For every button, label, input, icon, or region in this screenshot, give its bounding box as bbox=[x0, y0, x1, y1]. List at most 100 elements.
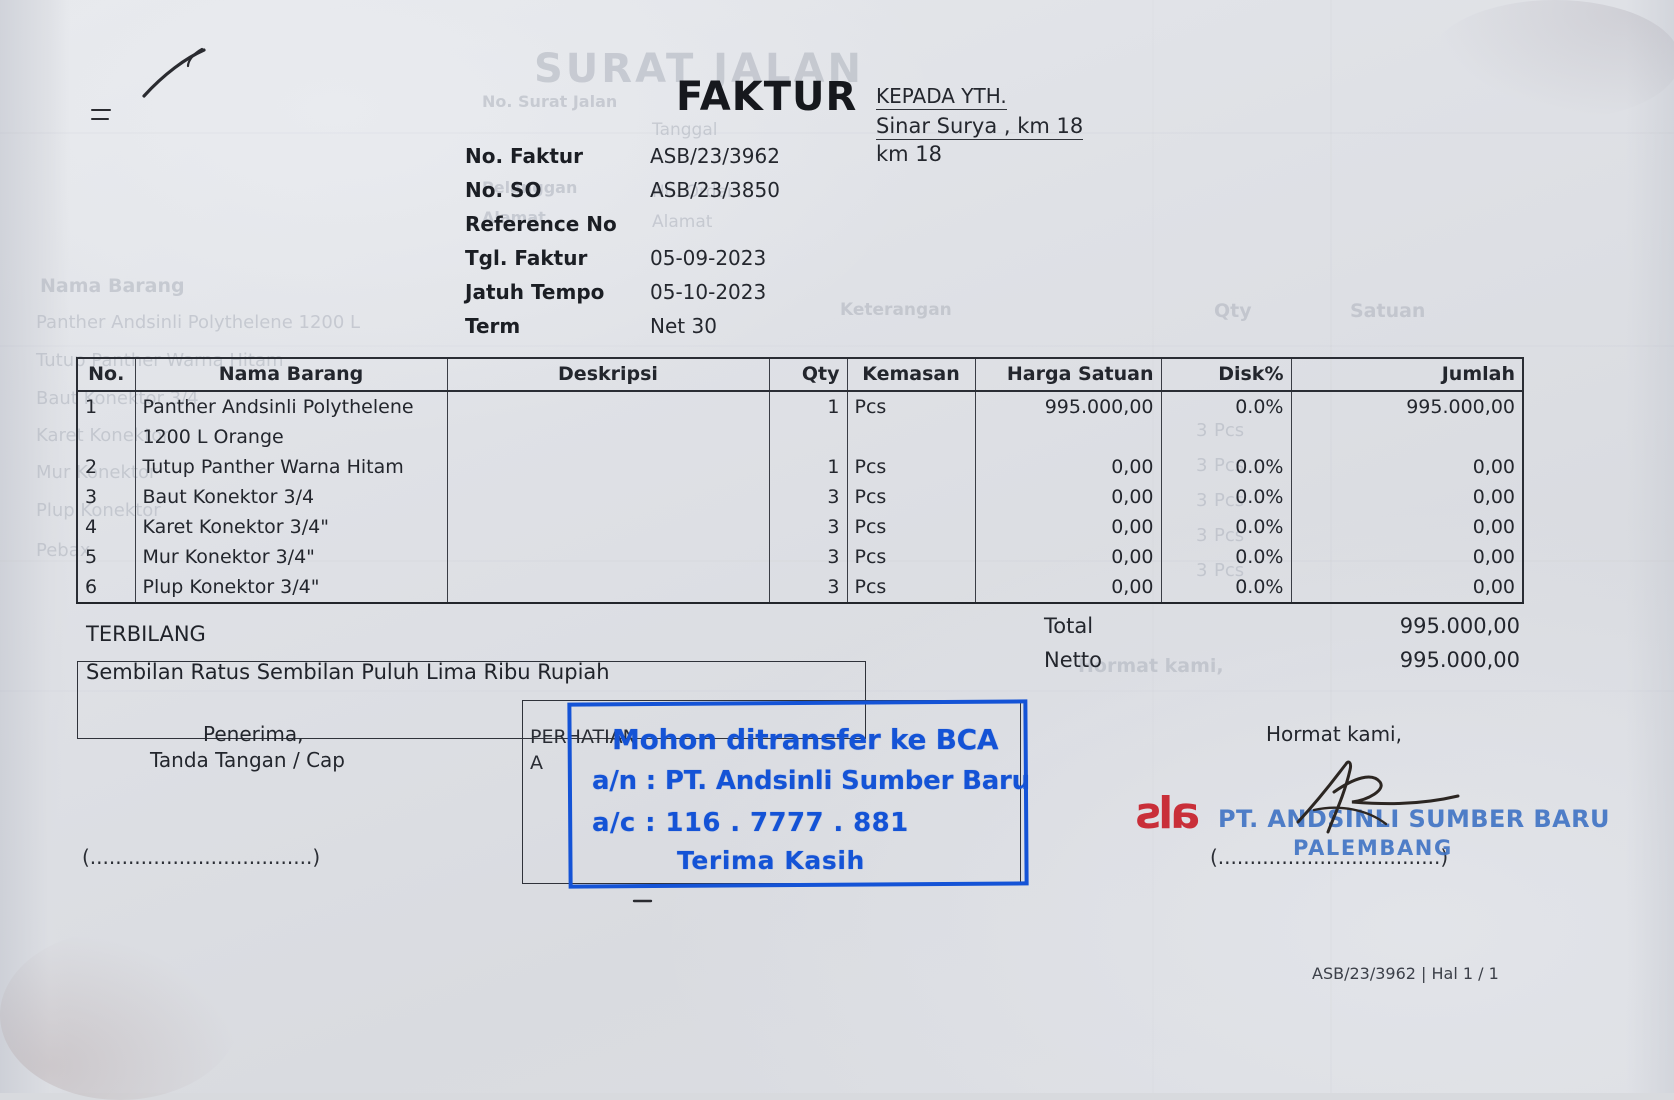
cell-qty: 1 bbox=[768, 391, 847, 422]
pen-mark-annotation bbox=[142, 47, 206, 98]
cell-deskripsi bbox=[446, 391, 769, 422]
cell-disk: 0.0% bbox=[1160, 542, 1291, 572]
cell-kemasan: Pcs bbox=[846, 391, 975, 422]
cell-jumlah: 0,00 bbox=[1290, 572, 1523, 603]
table-row: 5 Mur Konektor 3/4" 3 Pcs 0,00 0.0% 0,00 bbox=[77, 542, 1523, 572]
perhatian-text: A bbox=[530, 752, 543, 774]
meta-label-no-so: No. SO bbox=[465, 178, 542, 202]
recipient-name: Sinar Surya , km 18 bbox=[876, 114, 1084, 140]
cell-nama-barang: Panther Andsinli Polythelene bbox=[134, 391, 447, 422]
cell-qty: 3 bbox=[768, 512, 847, 542]
cell-kemasan: Pcs bbox=[846, 452, 975, 482]
table-row: 4 Karet Konektor 3/4" 3 Pcs 0,00 0.0% 0,… bbox=[77, 512, 1523, 542]
recipient-heading: KEPADA YTH. bbox=[876, 84, 1007, 110]
cell-no: 4 bbox=[85, 516, 98, 538]
cell-harga: 0,00 bbox=[974, 452, 1161, 482]
cell-empty bbox=[768, 422, 847, 452]
table-row: 2 Tutup Panther Warna Hitam 1 Pcs 0,00 0… bbox=[77, 452, 1523, 482]
cell-kemasan: Pcs bbox=[846, 512, 975, 542]
cell-no: 1 bbox=[85, 396, 98, 418]
netto-value: 995.000,00 bbox=[1399, 648, 1520, 672]
cell-kemasan: Pcs bbox=[846, 542, 975, 572]
table-row: 1 Panther Andsinli Polythelene 1 Pcs 995… bbox=[77, 391, 1523, 422]
cell-qty: 1 bbox=[768, 452, 847, 482]
cell-empty bbox=[1290, 422, 1523, 452]
cell-deskripsi bbox=[446, 572, 769, 603]
meta-value-no-so: ASB/23/3850 bbox=[650, 178, 780, 202]
hormat-kami-label: Hormat kami, bbox=[1266, 722, 1402, 746]
cell-nama-barang: Tutup Panther Warna Hitam bbox=[134, 452, 447, 482]
meta-label-term: Term bbox=[465, 314, 521, 338]
cell-empty bbox=[77, 422, 135, 452]
cell-deskripsi bbox=[446, 482, 769, 512]
page-reference-footer: ASB/23/3962 | Hal 1 / 1 bbox=[1312, 964, 1499, 983]
signature-line-hormat: (...................................) bbox=[1210, 845, 1449, 869]
cell-harga: 0,00 bbox=[974, 512, 1161, 542]
column-header-kemasan: Kemasan bbox=[846, 358, 975, 392]
cell-nama-barang: Baut Konektor 3/4 bbox=[134, 482, 447, 512]
meta-value-no-faktur: ASB/23/3962 bbox=[650, 144, 780, 168]
netto-label: Netto bbox=[1044, 648, 1102, 672]
cell-disk: 0.0% bbox=[1160, 572, 1291, 603]
column-header-disk: Disk% bbox=[1160, 358, 1291, 392]
cell-harga: 0,00 bbox=[974, 482, 1161, 512]
meta-value-tgl-faktur: 05-09-2023 bbox=[650, 246, 767, 270]
meta-value-jatuh-tempo: 05-10-2023 bbox=[650, 280, 767, 304]
table-header-row: No. Nama Barang Deskripsi Qty Kemasan Ha… bbox=[77, 358, 1523, 392]
column-header-no: No. bbox=[77, 358, 135, 392]
page-title: FAKTUR bbox=[676, 74, 858, 120]
recipient-address: km 18 bbox=[876, 142, 943, 166]
cell-harga: 0,00 bbox=[974, 572, 1161, 603]
meta-label-jatuh-tempo: Jatuh Tempo bbox=[465, 280, 605, 304]
cell-jumlah: 0,00 bbox=[1290, 542, 1523, 572]
company-stamp-name: PT. ANDSINLI SUMBER BARU bbox=[1218, 805, 1610, 833]
column-header-jumlah: Jumlah bbox=[1290, 358, 1523, 392]
cell-qty: 3 bbox=[768, 482, 847, 512]
perhatian-label: PERHATIAN bbox=[530, 726, 637, 748]
cell-jumlah: 0,00 bbox=[1290, 512, 1523, 542]
company-logo-stamp: als bbox=[1138, 788, 1200, 839]
cell-qty: 3 bbox=[768, 542, 847, 572]
total-label: Total bbox=[1044, 614, 1094, 638]
cell-deskripsi bbox=[446, 452, 769, 482]
terbilang-value: Sembilan Ratus Sembilan Puluh Lima Ribu … bbox=[86, 660, 610, 684]
column-header-harga-satuan: Harga Satuan bbox=[974, 358, 1161, 392]
pen-mark-annotation bbox=[632, 899, 653, 903]
handwritten-signature bbox=[1296, 760, 1460, 834]
meta-label-tgl-faktur: Tgl. Faktur bbox=[465, 246, 588, 270]
cell-no: 2 bbox=[85, 456, 98, 478]
cell-disk: 0.0% bbox=[1160, 452, 1291, 482]
table-row-continuation: 1200 L Orange bbox=[77, 422, 1523, 452]
cell-nama-barang: Karet Konektor 3/4" bbox=[134, 512, 447, 542]
cell-disk: 0.0% bbox=[1160, 512, 1291, 542]
penerima-subtitle: Tanda Tangan / Cap bbox=[150, 748, 345, 772]
cell-disk: 0.0% bbox=[1160, 391, 1291, 422]
column-header-nama-barang: Nama Barang bbox=[134, 358, 447, 392]
cell-jumlah: 0,00 bbox=[1290, 452, 1523, 482]
company-stamp-city: PALEMBANG bbox=[1293, 836, 1453, 860]
cell-kemasan: Pcs bbox=[846, 482, 975, 512]
bca-stamp-line3: a/c : 116 . 7777 . 881 bbox=[592, 808, 909, 838]
bca-stamp-line4: Terima Kasih bbox=[677, 846, 865, 875]
column-header-deskripsi: Deskripsi bbox=[446, 358, 769, 392]
cell-jumlah: 0,00 bbox=[1290, 482, 1523, 512]
meta-label-reference-no: Reference No bbox=[465, 212, 617, 236]
cell-no: 3 bbox=[85, 486, 98, 508]
cell-nama-barang: Plup Konektor 3/4" bbox=[134, 572, 447, 603]
perhatian-box bbox=[522, 700, 1021, 884]
cell-empty bbox=[446, 422, 769, 452]
table-row: 3 Baut Konektor 3/4 3 Pcs 0,00 0.0% 0,00 bbox=[77, 482, 1523, 512]
cell-empty bbox=[1160, 422, 1291, 452]
cell-kemasan: Pcs bbox=[846, 572, 975, 603]
cell-empty bbox=[974, 422, 1161, 452]
meta-label-no-faktur: No. Faktur bbox=[465, 144, 583, 168]
penerima-label: Penerima, bbox=[203, 722, 304, 746]
cell-deskripsi bbox=[446, 512, 769, 542]
cell-empty bbox=[846, 422, 975, 452]
cell-no: 6 bbox=[85, 576, 98, 598]
pen-mark-annotation bbox=[91, 109, 111, 120]
bca-stamp-line2: a/n : PT. Andsinli Sumber Baru bbox=[592, 766, 1030, 796]
items-table: No. Nama Barang Deskripsi Qty Kemasan Ha… bbox=[76, 357, 1524, 604]
table-row: 6 Plup Konektor 3/4" 3 Pcs 0,00 0.0% 0,0… bbox=[77, 572, 1523, 603]
cell-nama-barang-line2: 1200 L Orange bbox=[134, 422, 447, 452]
